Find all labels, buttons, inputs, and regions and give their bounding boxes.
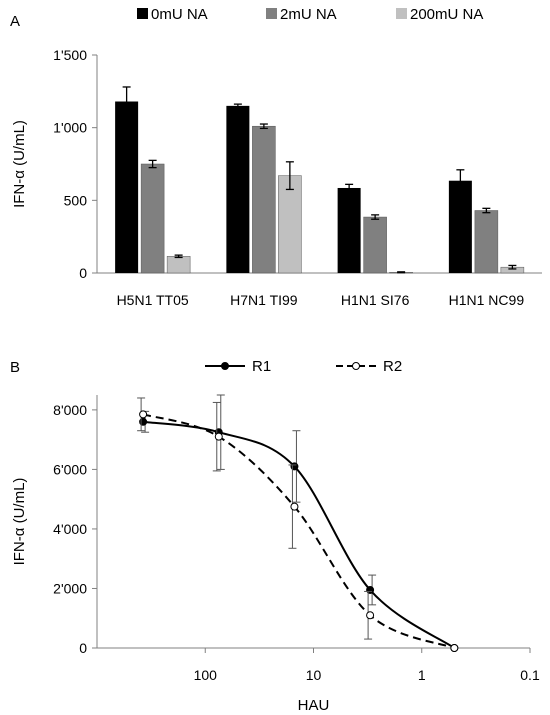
y-tick-label: 8'000 (53, 402, 87, 418)
data-point (366, 611, 375, 620)
panel-label: A (10, 13, 20, 30)
legend-label: R1 (252, 358, 271, 375)
x-tick-label: 1 (418, 667, 426, 683)
data-point (139, 410, 148, 419)
bar (140, 163, 165, 274)
data-point (450, 644, 459, 652)
legend-label: 0mU NA (151, 6, 208, 23)
legend-label: 200mU NA (410, 6, 483, 23)
x-tick-label: H5N1 TT05 (117, 292, 189, 308)
x-tick-label: 10 (306, 667, 322, 683)
bar (337, 187, 361, 273)
bar (448, 180, 472, 273)
x-tick-label: H7N1 TI99 (230, 292, 298, 308)
y-axis-label: IFN-α (U/mL) (11, 478, 28, 566)
panel-label: B (10, 359, 20, 376)
bar (226, 105, 250, 273)
x-tick-label: H1N1 NC99 (449, 292, 525, 308)
legend-swatch (266, 8, 277, 19)
series-line (142, 420, 455, 649)
y-tick-label: 0 (79, 640, 87, 656)
y-tick-label: 6'000 (53, 461, 87, 477)
legend-label: R2 (383, 358, 402, 375)
bar (474, 210, 499, 274)
series-line (142, 413, 455, 649)
x-axis-label: HAU (298, 697, 330, 714)
legend-marker (352, 362, 360, 370)
y-tick-label: 4'000 (53, 521, 87, 537)
y-tick-label: 1'500 (53, 47, 87, 63)
bar (363, 216, 387, 274)
data-point (290, 502, 299, 511)
legend-swatch (137, 8, 148, 19)
bar (278, 175, 302, 274)
y-tick-label: 1'000 (53, 120, 87, 136)
legend-marker (221, 362, 229, 370)
bar (115, 101, 139, 273)
bar (166, 256, 191, 274)
y-tick-label: 2'000 (53, 580, 87, 596)
x-tick-label: H1N1 SI76 (341, 292, 410, 308)
x-tick-label: 100 (194, 667, 218, 683)
y-tick-label: 500 (64, 192, 88, 208)
y-tick-label: 0 (79, 265, 87, 281)
panel-b-line-chart: B R1 R2 0 2'000 4'000 6'000 8'000 100 10 1 0.1 HAU IF… (10, 358, 540, 714)
legend-swatch (396, 8, 407, 19)
legend: 0mU NA 2mU NA 200mU NA (137, 6, 483, 23)
x-tick-label: 0.1 (520, 667, 540, 683)
data-point (214, 432, 223, 441)
legend: R1 R2 (205, 358, 402, 375)
panel-a-bar-chart: A 0mU NA 2mU NA 200mU NA 0 500 1'000 1'500 IFN-α… (10, 6, 542, 308)
bar (252, 125, 276, 274)
legend-label: 2mU NA (280, 6, 337, 23)
y-axis-label: IFN-α (U/mL) (11, 120, 28, 208)
